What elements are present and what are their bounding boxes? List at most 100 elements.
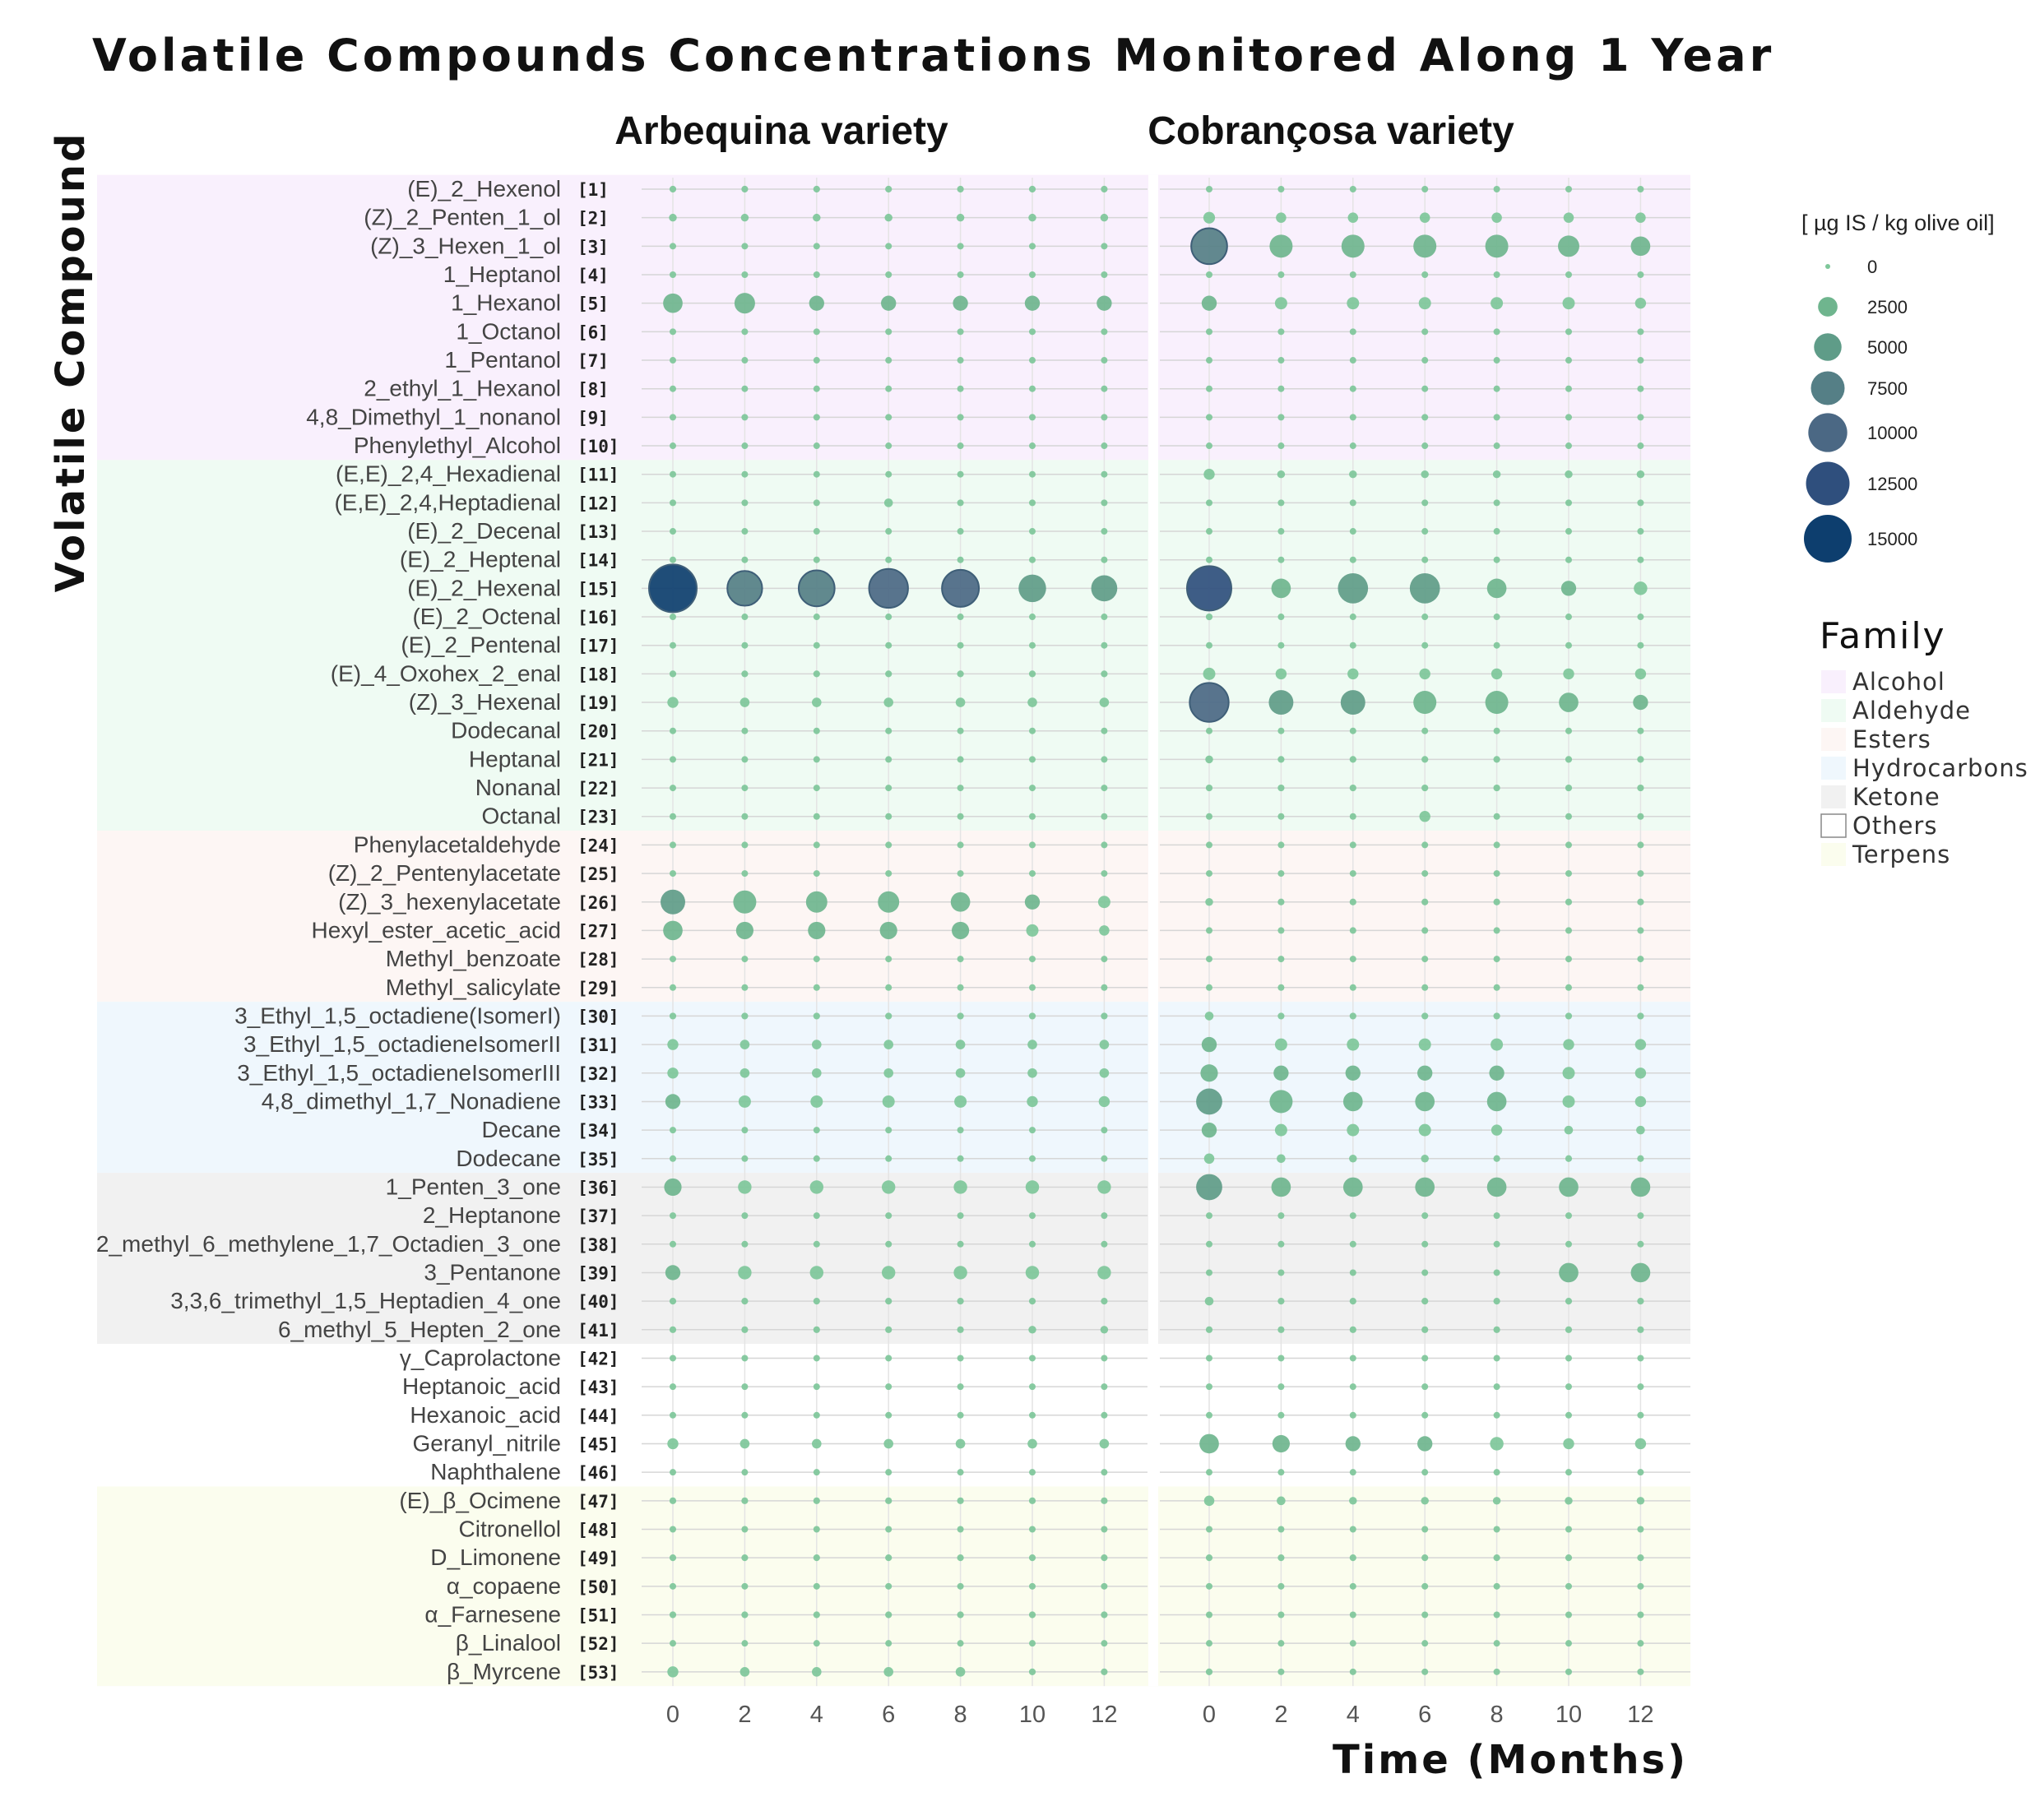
compound-number: [21] (577, 750, 619, 770)
point-arbequina (878, 891, 900, 913)
compound-number: [30] (577, 1007, 619, 1026)
compound-number: [36] (577, 1178, 619, 1197)
compound-name: 3_Ethyl_1,5_octadieneIsomerIII (237, 1060, 561, 1086)
point-cobrancosa (1421, 1012, 1429, 1020)
point-cobrancosa (1558, 235, 1579, 257)
point-arbequina (1099, 1438, 1110, 1449)
point-arbequina (1096, 295, 1112, 311)
point-cobrancosa (1421, 385, 1429, 392)
point-cobrancosa (1421, 756, 1429, 763)
point-arbequina (741, 442, 749, 450)
point-arbequina (738, 1095, 751, 1108)
x-tick-label: 4 (810, 1702, 823, 1728)
point-arbequina (813, 1526, 820, 1533)
point-arbequina (885, 1155, 892, 1162)
point-cobrancosa (1421, 898, 1429, 905)
point-cobrancosa (1634, 668, 1647, 680)
point-cobrancosa (1637, 186, 1644, 192)
x-tick-label: 0 (666, 1702, 679, 1728)
point-arbequina (957, 1611, 964, 1619)
point-arbequina (1101, 1212, 1108, 1220)
point-cobrancosa (1493, 641, 1500, 649)
point-arbequina (957, 956, 964, 963)
point-arbequina (1028, 1668, 1036, 1675)
point-cobrancosa (1637, 1355, 1644, 1362)
point-arbequina (1029, 984, 1036, 991)
point-cobrancosa (1493, 1640, 1500, 1647)
point-cobrancosa (1421, 1212, 1429, 1220)
compound-number: [10] (577, 437, 619, 456)
point-arbequina (1101, 756, 1108, 763)
point-arbequina (1026, 924, 1039, 937)
point-arbequina (809, 1180, 824, 1194)
point-cobrancosa (1637, 357, 1644, 364)
point-arbequina (957, 385, 964, 392)
point-arbequina (670, 727, 676, 734)
point-cobrancosa (1493, 756, 1500, 763)
point-arbequina (1028, 1554, 1036, 1562)
size-legend-label: 2500 (1867, 297, 1908, 317)
point-arbequina (1101, 1298, 1108, 1305)
point-cobrancosa (1349, 614, 1356, 621)
compound-name: (Z)_2_Penten_1_ol (364, 205, 561, 230)
compound-name: Methyl_benzoate (386, 946, 561, 971)
compound-number: [52] (577, 1634, 619, 1654)
point-arbequina (1099, 697, 1110, 707)
point-arbequina (667, 1666, 679, 1678)
point-cobrancosa (1206, 1582, 1212, 1590)
point-arbequina (741, 1497, 749, 1504)
size-legend-label: 15000 (1867, 529, 1917, 549)
point-cobrancosa (1277, 442, 1285, 450)
compound-name: (Z)_3_hexenylacetate (338, 889, 561, 915)
point-arbequina (813, 841, 820, 849)
point-cobrancosa (1349, 1640, 1356, 1647)
point-cobrancosa (1204, 1012, 1214, 1021)
point-arbequina (1101, 328, 1108, 336)
point-cobrancosa (1421, 1326, 1429, 1333)
point-cobrancosa (1637, 1526, 1644, 1533)
point-cobrancosa (1421, 1640, 1429, 1647)
point-arbequina (1029, 1411, 1036, 1419)
point-cobrancosa (1277, 1611, 1285, 1619)
point-cobrancosa (1277, 470, 1286, 479)
point-cobrancosa (1562, 1095, 1575, 1108)
point-arbequina (1029, 357, 1036, 364)
size-legend-marker (1806, 461, 1850, 506)
point-arbequina (741, 414, 749, 421)
point-cobrancosa (1413, 234, 1437, 258)
point-cobrancosa (1189, 682, 1230, 723)
point-arbequina (740, 697, 750, 707)
point-cobrancosa (1277, 756, 1285, 763)
size-legend: [ µg IS / kg olive oil] 0 2500 5000 7500 100… (1801, 211, 1995, 563)
point-arbequina (957, 1326, 964, 1333)
point-arbequina (670, 785, 676, 792)
size-legend-label: 5000 (1867, 337, 1908, 358)
point-cobrancosa (1277, 813, 1285, 820)
point-arbequina (957, 442, 964, 450)
point-arbequina (1029, 727, 1036, 734)
point-arbequina (734, 293, 755, 314)
compound-number: [20] (577, 722, 619, 742)
point-arbequina (1101, 785, 1108, 792)
x-tick-label: 12 (1091, 1702, 1117, 1728)
point-cobrancosa (1349, 328, 1356, 336)
point-cobrancosa (1269, 234, 1293, 258)
point-arbequina (885, 185, 892, 193)
panel-separator (1148, 174, 1158, 1687)
point-cobrancosa (1415, 1177, 1435, 1197)
point-arbequina (1029, 556, 1036, 563)
point-cobrancosa (1421, 556, 1429, 563)
family-legend-label: Ketone (1852, 783, 1940, 811)
point-arbequina (741, 1469, 749, 1476)
point-cobrancosa (1274, 297, 1287, 310)
point-arbequina (1029, 841, 1036, 849)
point-arbequina (885, 357, 892, 364)
point-arbequina (813, 442, 820, 450)
point-arbequina (1101, 641, 1108, 649)
point-arbequina (1029, 499, 1036, 507)
point-cobrancosa (1277, 499, 1285, 507)
family-legend-swatch (1821, 785, 1846, 808)
point-cobrancosa (1565, 813, 1572, 820)
compound-name: Naphthalene (430, 1459, 561, 1484)
compound-name: (E)_β_Ocimene (399, 1488, 561, 1513)
